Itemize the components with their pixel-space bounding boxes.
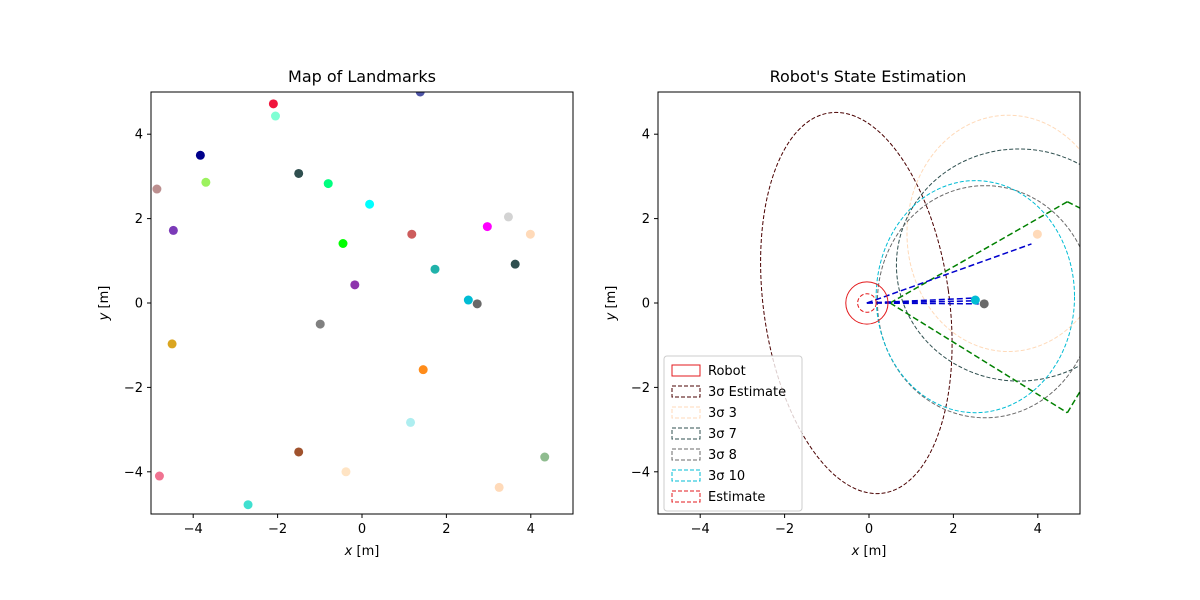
landmark-point [463, 295, 473, 305]
covariance-ellipse [875, 180, 1076, 414]
legend-swatch [671, 364, 701, 377]
state-estimation-panel: Robot's State Estimation −4 −2 0 2 4−4−2024 … [604, 67, 1081, 559]
landmark-point [525, 229, 535, 239]
y-tick-label: 2 [642, 212, 650, 227]
x-tick-label: 4 [1034, 522, 1042, 537]
x-tick-label: 0 [358, 522, 366, 537]
landmark-point [323, 179, 333, 189]
x-tick-label: 2 [949, 522, 957, 537]
x-axis-label: x [m] [851, 544, 887, 559]
legend-label: Estimate [708, 490, 765, 505]
landmark-point [540, 452, 550, 462]
landmark-point [268, 99, 278, 109]
legend-swatch [671, 469, 701, 482]
field-of-view-edge [1067, 201, 1080, 209]
x-tick-label: −2 [268, 522, 287, 537]
observed-landmark [1032, 229, 1042, 239]
plot-area [152, 92, 550, 510]
y-axis-label: y [m] [97, 286, 112, 322]
legend-label: 3σ 8 [708, 448, 737, 463]
covariance-ellipse [876, 185, 1080, 419]
observed-landmark [970, 295, 980, 305]
landmark-point [152, 184, 162, 194]
landmark-point [294, 447, 304, 457]
field-of-view-edge [889, 302, 1068, 414]
x-tick-label: 0 [865, 522, 873, 537]
landmark-point [315, 319, 325, 329]
legend-swatch [671, 448, 701, 461]
legend-label: Robot [708, 364, 746, 379]
x-tick-label: 4 [527, 522, 535, 537]
y-tick-label: 4 [642, 128, 650, 143]
legend: Robot 3σ Estimate 3σ 3 3σ 7 3σ 8 3σ 10 Estimat… [663, 355, 803, 512]
y-tick-label: 2 [135, 212, 143, 227]
landmark-point [407, 229, 417, 239]
covariance-ellipse [760, 111, 953, 495]
landmark-point [294, 168, 304, 178]
landmark-point [472, 299, 482, 309]
axes-frame [150, 91, 574, 515]
y-tick-label: −2 [631, 381, 650, 396]
legend-label: 3σ 10 [708, 469, 745, 484]
legend-swatch [671, 385, 701, 398]
landmark-point [168, 225, 178, 235]
field-of-view-edge [1066, 391, 1080, 414]
y-tick-label: −4 [631, 465, 650, 480]
legend-label: 3σ Estimate [708, 385, 786, 400]
x-tick-label: −4 [184, 522, 203, 537]
observation-line [866, 243, 1032, 304]
landmark-point [418, 365, 428, 375]
covariance-ellipse [906, 114, 1080, 352]
y-tick-label: 0 [135, 297, 143, 312]
landmark-point [243, 500, 253, 510]
landmark-map-panel: Map of Landmarks −4 −2 0 2 4 −4 −2 0 2 4 x [m] y … [97, 67, 574, 559]
covariance-ellipse [895, 148, 1080, 382]
landmark-point [341, 467, 351, 477]
estimate-circle [857, 293, 877, 313]
observation-line [866, 302, 979, 305]
chart-title: Map of Landmarks [288, 67, 436, 86]
landmark-point [270, 111, 280, 121]
x-tick-label: −4 [691, 522, 710, 537]
legend-label: 3σ 7 [708, 427, 737, 442]
legend-swatch [671, 406, 701, 419]
legend-box [663, 355, 803, 512]
x-axis-label: x [m] [344, 544, 380, 559]
landmark-point [365, 199, 375, 209]
legend-label: 3σ 3 [708, 406, 737, 421]
y-tick-label: 0 [642, 297, 650, 312]
y-tick-label: 4 [135, 128, 143, 143]
field-of-view-edge [889, 201, 1068, 304]
axis-ticks: −4 −2 0 2 4 −4 −2 0 2 4 [124, 128, 535, 537]
y-tick-label: −2 [124, 381, 143, 396]
landmark-point [406, 417, 416, 427]
landmark-point [503, 212, 513, 222]
landmark-point [350, 280, 360, 290]
axis-ticks: −4 −2 0 2 4 −4 −2 0 2 4 [631, 128, 1042, 537]
observed-landmark [979, 299, 989, 309]
robot-circle [845, 281, 889, 325]
landmark-point [201, 177, 211, 187]
x-tick-label: 2 [442, 522, 450, 537]
y-tick-label: −4 [124, 465, 143, 480]
landmark-point [167, 339, 177, 349]
landmark-point [195, 150, 205, 160]
chart-title: Robot's State Estimation [770, 67, 967, 86]
legend-swatch [671, 490, 701, 503]
axes-frame [657, 91, 1081, 515]
y-axis-label: y [m] [604, 286, 619, 322]
legend-swatch [671, 427, 701, 440]
landmark-point [154, 471, 164, 481]
x-tick-label: −2 [775, 522, 794, 537]
landmark-point [510, 259, 520, 269]
landmark-point [482, 222, 492, 232]
plot-area [760, 111, 1080, 495]
landmark-point [494, 482, 504, 492]
landmark-point [415, 92, 425, 97]
landmark-point [430, 264, 440, 274]
landmark-point [338, 238, 348, 248]
